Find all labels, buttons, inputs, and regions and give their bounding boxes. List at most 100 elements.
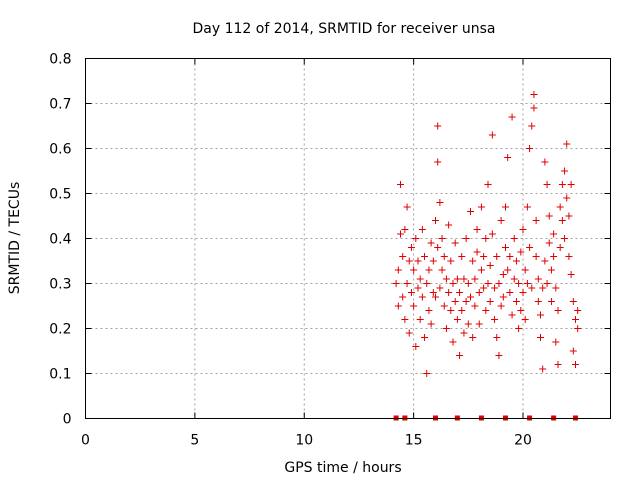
data-point (418, 226, 426, 233)
data-point (499, 271, 507, 278)
data-point (550, 230, 558, 238)
data-point (405, 257, 413, 265)
data-point (399, 293, 407, 301)
data-point (543, 280, 551, 287)
data-point (429, 289, 437, 296)
data-point (477, 266, 485, 274)
data-point (543, 181, 551, 188)
data-point (460, 329, 468, 337)
data-point (512, 257, 520, 265)
data-point (539, 365, 547, 373)
data-point (416, 316, 424, 323)
data-point (480, 253, 488, 260)
x-tick-label: 20 (514, 433, 532, 449)
data-point (464, 280, 472, 287)
data-point (574, 325, 582, 332)
y-tick-label: 0.5 (49, 187, 71, 203)
data-point (563, 140, 571, 148)
data-point (558, 217, 566, 224)
data-point (447, 307, 455, 314)
data-point (517, 248, 525, 256)
data-point (530, 104, 538, 112)
data-point (504, 154, 512, 161)
data-point (537, 311, 544, 319)
y-tick-label: 0.7 (49, 97, 71, 113)
data-point (412, 235, 420, 242)
data-point (526, 145, 534, 152)
data-point (565, 253, 573, 260)
data-point (458, 307, 466, 314)
data-point (394, 266, 402, 274)
data-point (423, 370, 431, 377)
data-point (414, 284, 422, 292)
data-point (567, 181, 575, 188)
data-point (469, 257, 477, 265)
data-point (440, 302, 448, 310)
data-point (541, 257, 549, 265)
x-tick-label: 0 (81, 433, 90, 449)
data-point (558, 181, 566, 188)
data-point (523, 280, 531, 287)
data-point (434, 244, 442, 251)
data-point (462, 235, 470, 242)
data-point (399, 253, 407, 260)
data-point (554, 361, 562, 368)
data-point (451, 298, 459, 305)
data-point (567, 271, 575, 278)
data-point (486, 298, 494, 305)
data-point (403, 203, 411, 211)
data-point (427, 239, 435, 247)
data-point (462, 298, 470, 305)
data-point (460, 275, 468, 283)
data-point (572, 361, 579, 368)
data-point (572, 316, 579, 323)
y-axis-title: SRMTID / TECUs (7, 182, 23, 295)
data-point (502, 203, 509, 211)
data-point (475, 289, 483, 296)
data-point (442, 325, 450, 332)
data-point (512, 298, 520, 305)
data-point (521, 316, 529, 323)
data-point (482, 307, 490, 314)
data-point (464, 320, 472, 328)
data-point (427, 320, 435, 328)
data-point (517, 307, 525, 314)
data-points (392, 91, 582, 377)
data-point (407, 244, 415, 251)
data-point (519, 289, 527, 296)
data-point (493, 253, 501, 260)
data-point (473, 248, 481, 256)
data-point (515, 325, 523, 332)
data-point (488, 230, 496, 238)
data-point (436, 199, 444, 206)
data-point (484, 181, 492, 188)
data-point (502, 244, 509, 251)
data-point (445, 289, 453, 296)
data-point (506, 289, 514, 296)
data-point (467, 208, 474, 215)
data-point (547, 266, 555, 274)
data-point (425, 307, 433, 314)
data-point (554, 307, 562, 314)
data-point (545, 212, 553, 220)
data-point (552, 284, 560, 292)
data-point (497, 302, 505, 310)
data-point (410, 302, 418, 310)
data-point (405, 329, 413, 337)
data-point (495, 352, 503, 359)
data-point (561, 235, 569, 242)
data-point (392, 280, 400, 287)
data-point (421, 334, 429, 341)
data-point (491, 284, 499, 292)
data-point (565, 212, 573, 220)
data-point (449, 280, 457, 287)
data-point (467, 293, 474, 301)
data-point (532, 217, 540, 224)
data-point (495, 280, 503, 287)
data-point (499, 293, 507, 301)
data-point (537, 334, 544, 341)
data-point (456, 352, 464, 359)
data-point (530, 91, 538, 98)
data-point (482, 235, 490, 242)
data-point (563, 194, 571, 202)
